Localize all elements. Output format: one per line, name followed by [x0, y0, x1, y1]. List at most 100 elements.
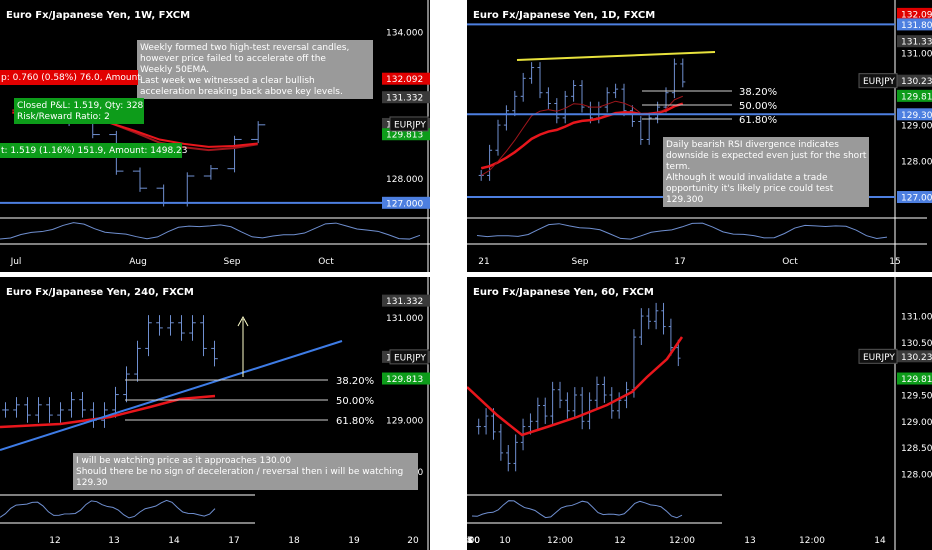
- price-axis-label: 131.332: [386, 94, 423, 104]
- weekly-pnl-tag-line: Closed P&L: 1.519, Qty: 328: [17, 101, 144, 111]
- x-axis-label: Oct: [782, 257, 798, 267]
- chart-title: Euro Fx/Japanese Yen, 60, FXCM: [473, 287, 654, 298]
- h4-arrow-head: [237, 315, 249, 327]
- h4-annotation-line: 129.30: [76, 478, 108, 488]
- symbol-tag: EURJPY: [394, 120, 426, 130]
- price-tag-bg: [897, 108, 932, 121]
- daily-annotation-line: Daily bearish RSI divergence indicates: [666, 140, 839, 150]
- x-axis-label: 12:00: [669, 536, 695, 546]
- price-axis-label: 131.800: [901, 21, 932, 31]
- weekly-stop-tag-bg: [0, 70, 138, 85]
- h1-ema-red: [467, 336, 684, 437]
- weekly-target-tag-bg: [0, 143, 182, 158]
- price-axis-label: 129.500: [901, 392, 932, 402]
- daily-chart-panel[interactable]: 38.20% 50.00% 61.80% Euro Fx/Japanese Yen, …: [467, 0, 932, 272]
- price-tag-bg: [897, 372, 932, 385]
- daily-annotation-line: Although it would invalidate a trade: [666, 173, 828, 183]
- price-tag-bg: [897, 35, 932, 48]
- symbol-tag: EURJPY: [863, 77, 895, 87]
- x-axis-label: 12:00: [799, 536, 825, 546]
- daily-annotation-line: downside is expected even just for the s…: [666, 151, 867, 161]
- price-axis-label: 130.235: [901, 353, 932, 363]
- price-axis-label: 129.000: [901, 122, 932, 132]
- price-tag-bg: [382, 72, 430, 85]
- weekly-annotation-bg: [137, 40, 373, 99]
- chart-title: Euro Fx/Japanese Yen, 1D, FXCM: [473, 10, 655, 21]
- price-tag-bg: [382, 196, 430, 209]
- x-axis-label: 15: [889, 257, 900, 267]
- x-axis-label: 19: [348, 536, 360, 546]
- weekly-target-tag-line: t: 1.519 (1.16%) 151.9, Amount: 1498.23: [1, 146, 188, 156]
- price-axis-label: 131.332: [901, 38, 932, 48]
- x-axis-label: 17: [467, 536, 473, 546]
- symbol-tag-bg: [389, 116, 429, 132]
- h4-fib-label: 38.20%: [336, 376, 374, 387]
- price-tag-bg: [897, 89, 932, 102]
- x-axis-label: Oct: [318, 257, 334, 267]
- h4-chart-svg: 38.20% 50.00% 61.80% Euro Fx/Japanese Yen, …: [0, 277, 430, 550]
- x-axis-label: 18: [467, 536, 473, 546]
- h4-chart-panel[interactable]: 38.20% 50.00% 61.80% Euro Fx/Japanese Yen, …: [0, 277, 430, 550]
- daily-fib-label: 61.80%: [739, 115, 777, 126]
- x-axis-label: 21: [478, 257, 489, 267]
- weekly-annotation-line: Last week we witnessed a clear bullish: [140, 76, 315, 86]
- chart-title: Euro Fx/Japanese Yen, 240, FXCM: [6, 287, 194, 298]
- price-axis-label: 131.000: [901, 50, 932, 60]
- symbol-tag-bg: [858, 348, 898, 364]
- price-axis-label: 128.000: [386, 175, 423, 185]
- price-axis-label: 130.235: [901, 77, 932, 87]
- price-axis-label: 127.000: [901, 194, 932, 204]
- h4-annotation-bg: [73, 453, 418, 490]
- h4-trendline: [0, 340, 343, 451]
- price-axis-label: 131.332: [386, 297, 423, 307]
- price-axis-label: 127.000: [386, 199, 423, 209]
- x-axis-label: 13: [108, 536, 119, 546]
- weekly-stop-tag-line: p: 0.760 (0.58%) 76.0, Amount: [1, 73, 141, 83]
- x-axis-label: 12:00: [467, 536, 480, 546]
- daily-fib-label: 38.20%: [739, 87, 777, 98]
- price-axis-label: 129.813: [386, 375, 423, 385]
- h4-fib-label: 61.80%: [336, 416, 374, 427]
- h4-rsi-line: [0, 499, 216, 519]
- price-tag-bg: [382, 91, 430, 104]
- symbol-tag-bg: [389, 349, 429, 365]
- x-axis-label: 12: [614, 536, 625, 546]
- x-axis-label: 12:00: [547, 536, 573, 546]
- price-axis-label: 128.000: [901, 158, 932, 168]
- symbol-tag: EURJPY: [394, 353, 426, 363]
- price-axis-label: 128.500: [901, 444, 932, 454]
- weekly-pnl-tag-line: Risk/Reward Ratio: 2: [17, 112, 110, 122]
- price-axis-label: 129.000: [901, 418, 932, 428]
- x-axis-label: 12: [49, 536, 60, 546]
- weekly-annotation-line: Weekly 50EMA.: [140, 65, 209, 75]
- price-axis-label: 129.300: [901, 111, 932, 121]
- h4-annotation-line: Should there be no sign of deceleration …: [76, 467, 403, 477]
- x-axis-label: 24: [467, 536, 473, 546]
- h1-chart-panel[interactable]: Euro Fx/Japanese Yen, 60, FXCM 131.000 130…: [467, 277, 932, 550]
- x-axis-label: 14: [168, 536, 180, 546]
- x-axis-label: Sep: [572, 257, 589, 267]
- weekly-rsi-line: [0, 222, 421, 240]
- weekly-chart-svg: Euro Fx/Japanese Yen, 1W, FXCM 134.000 132…: [0, 0, 430, 272]
- weekly-chart-panel[interactable]: Euro Fx/Japanese Yen, 1W, FXCM 134.000 132…: [0, 0, 430, 272]
- x-axis-label: Sep: [224, 257, 241, 267]
- daily-fib-label: 50.00%: [739, 101, 777, 112]
- price-axis-label: 132.092: [901, 10, 932, 20]
- x-axis-label: Aug: [129, 257, 147, 267]
- x-axis-label: 10: [499, 536, 511, 546]
- x-axis-label: 12:00: [467, 536, 480, 546]
- weekly-annotation-line: acceleration breaking back above key lev…: [140, 87, 343, 97]
- price-tag-bg: [382, 372, 430, 385]
- price-axis-label: 131.000: [901, 313, 932, 323]
- price-axis-label: 132.092: [386, 75, 423, 85]
- price-axis-label: 129.813: [901, 375, 932, 385]
- x-axis-label: 20: [407, 536, 419, 546]
- x-axis-label: 17: [228, 536, 239, 546]
- daily-annotation-line: 129.300: [666, 195, 703, 205]
- price-tag-bg: [897, 350, 932, 363]
- daily-annotation-line: opportunity it's likely price could test: [666, 184, 834, 194]
- x-axis-label: 17: [674, 257, 685, 267]
- chart-title: Euro Fx/Japanese Yen, 1W, FXCM: [6, 10, 190, 21]
- weekly-pnl-tag-bg: [14, 98, 144, 124]
- price-axis-label: 129.813: [901, 92, 932, 102]
